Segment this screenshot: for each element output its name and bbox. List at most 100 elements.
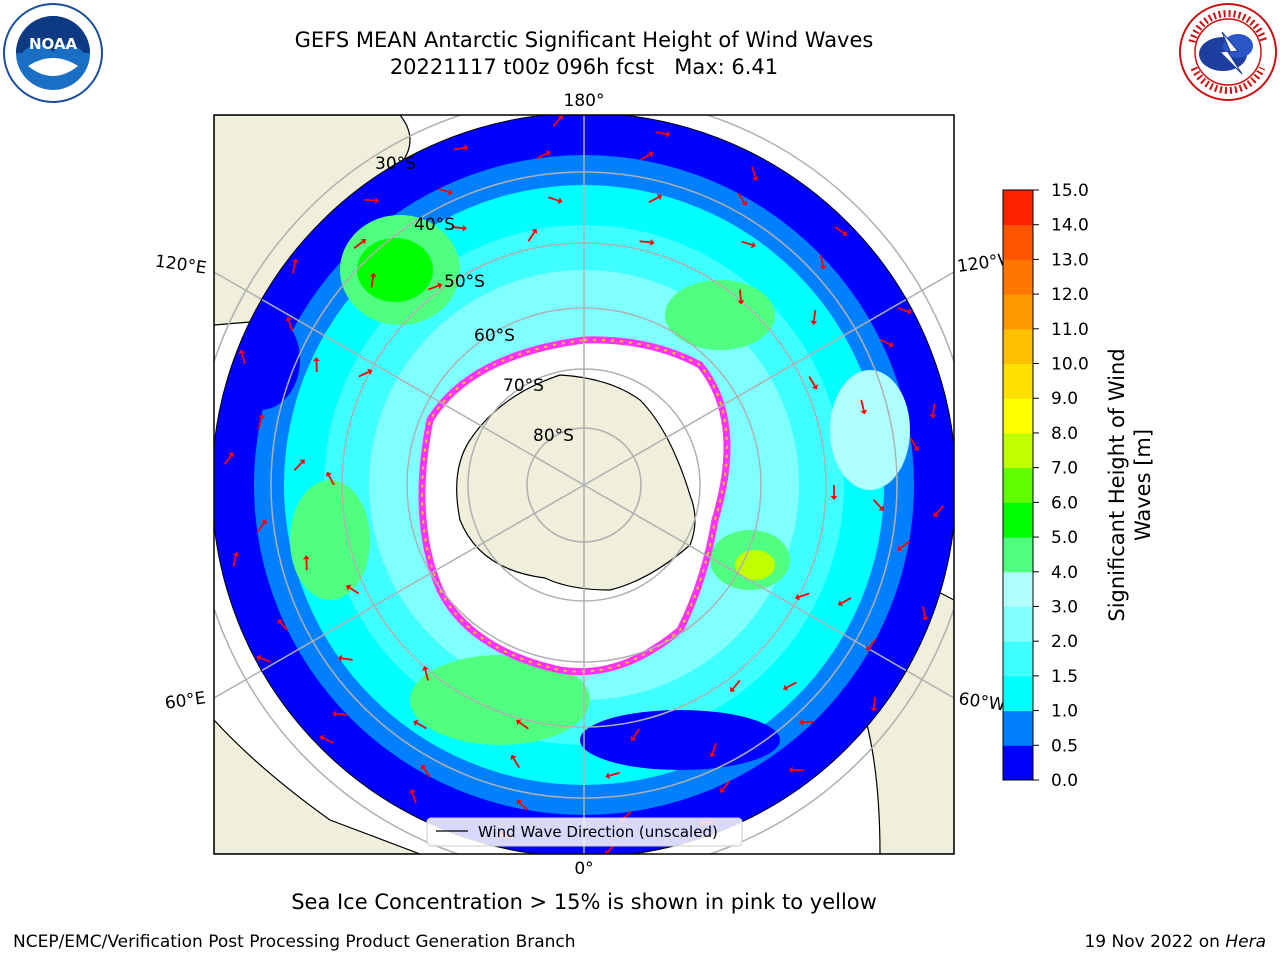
wave-direction-arrow [256,522,265,533]
colorbar-swatch [1003,294,1033,330]
wave-direction-arrow [632,728,641,739]
colorbar-swatch [1003,432,1033,469]
wave-direction-arrow [812,310,817,322]
wave-direction-arrowhead [516,799,523,806]
wave-direction-arrow [738,289,742,301]
colorbar-tick-label: 2.0 [1051,632,1078,652]
wave-direction-arrowhead [421,665,429,671]
wave-direction-arrowhead [258,414,266,419]
colorbar-swatch [1003,363,1033,399]
wave-direction-arrow [411,792,417,804]
wave-direction-arrowhead [730,686,736,692]
wave-direction-arrowhead [409,789,416,794]
wave-direction-arrow [819,254,824,267]
wave-direction-arrowhead [337,654,343,662]
wave-direction-arrow [608,771,620,777]
colorbar-tick-label: 6.0 [1051,493,1078,513]
wave-direction-arrowhead [798,718,804,726]
wave-direction-arrow [322,737,334,744]
colorbar-swatch [1003,606,1033,642]
wave-direction-arrowhead [447,188,453,196]
wave-direction-arrowhead [261,519,267,526]
wave-direction-arrowhead [741,200,748,206]
colorbar-swatch [1003,328,1033,365]
graticule [214,115,954,854]
legend-label: Wind Wave Direction (unscaled) [478,823,718,841]
wave-direction-arrow [518,721,529,730]
colorbar-swatch [1003,675,1033,712]
map-legend: Wind Wave Direction (unscaled) [426,817,743,847]
wave-direction-arrow [751,166,757,178]
lat-label-40s: 40°S [414,215,455,235]
wave-direction-arrowhead [367,368,373,376]
colorbar-tick-label: 0.0 [1051,771,1078,791]
colorbar-ticks: 0.0 0.5 1.0 1.5 2.0 3.0 4.0 5.0 6.0 7.0 8.0 9.0 10.0… [1033,181,1089,791]
wave-direction-arrowhead [437,282,443,289]
wave-direction-arrow [279,621,289,632]
colorbar-swatches [1002,189,1034,781]
wave-direction-arrow [721,780,731,791]
wave-direction-arrow [315,361,318,373]
lat-label-50s: 50°S [444,272,485,292]
wave-direction-arrowhead [870,707,878,712]
footer-credit: NCEP/EMC/Verification Post Processing Pr… [13,932,576,952]
wave-direction-arrowhead [463,144,469,152]
wave-direction-arrowhead [751,176,759,182]
wave-direction-arrow [341,657,353,661]
wave-direction-arrow [257,417,263,429]
wave-direction-arrowhead [630,735,637,742]
wave-direction-arrowhead [277,619,283,625]
wave-direction-arrowhead [291,258,299,264]
wave-direction-arrowhead [719,787,726,793]
colorbar-tick-label: 7.0 [1051,459,1078,479]
lon-label-0: 0° [574,859,593,879]
wave-direction-arrow [808,376,816,387]
wave-direction-arrow [527,231,536,242]
wave-direction-arrow [291,262,297,274]
lat-label-70s: 70°S [503,376,544,396]
wave-direction-arrowhead [811,384,818,390]
wave-direction-arrow [932,403,936,415]
wave-direction-arrowhead [648,151,654,158]
wave-direction-arrowhead [656,194,663,201]
wave-direction-arrow [639,240,651,244]
wave-direction-arrowhead [285,316,293,322]
lat-label-60s: 60°S [474,326,515,346]
colorbar-tick-label: 13.0 [1051,250,1089,270]
wave-direction-arrowhead [605,772,611,780]
wave-direction-arrowhead [810,320,818,326]
footer-date: 19 Nov 2022 on Hera [1084,932,1266,952]
colorbar-swatch [1003,259,1033,295]
noaa-logo: NOAA [3,3,103,103]
wave-direction-arrowhead [604,849,610,854]
wave-direction-arrow [786,681,797,689]
colorbar-tick-label: 1.5 [1051,667,1078,687]
wave-direction-arrow [353,240,364,249]
chart-title: GEFS MEAN Antarctic Significant Height o… [294,28,874,52]
wave-direction-arrow [327,474,335,486]
wave-direction-arrowhead [420,764,427,770]
wave-direction-arrow [348,586,360,595]
wave-direction-arrow [879,338,891,346]
wave-direction-arrowhead [302,555,310,560]
wave-direction-arrow [287,320,294,332]
wave-direction-arrowhead [319,734,325,742]
wave-direction-arrowhead [737,300,745,305]
wave-direction-arrowhead [299,459,305,465]
wave-direction-arrow [370,276,375,288]
wave-direction-arrow [451,225,463,230]
colorbar-label-line1: Significant Height of Wind [1105,348,1129,621]
wave-direction-arrow [427,284,439,291]
wave-direction-arrowhead [516,719,522,726]
colorbar-swatch [1003,745,1033,781]
wave-direction-arrowhead [346,584,352,591]
wave-direction-arrow [868,638,877,649]
wave-direction-arrowhead [510,754,517,761]
wave-direction-arrow [453,147,465,151]
wave-direction-arrow [364,198,376,202]
wave-direction-arrow [860,399,865,411]
wave-direction-arrow [547,196,559,202]
footer-date-text: 19 Nov 2022 on [1084,932,1226,952]
colorbar-swatch [1003,398,1033,434]
